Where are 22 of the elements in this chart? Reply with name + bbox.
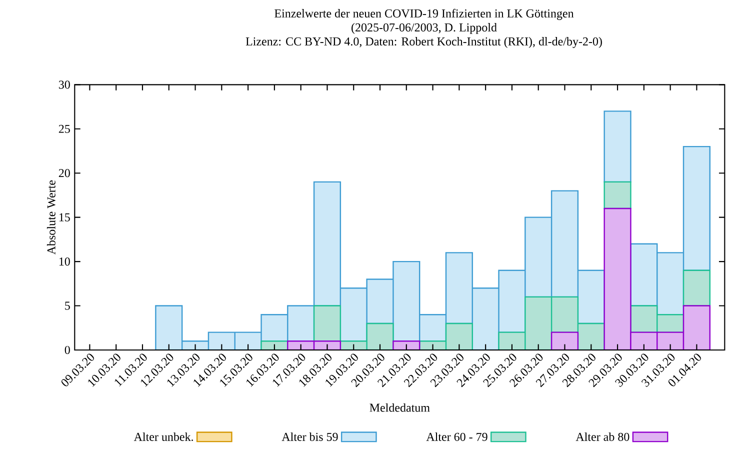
bar (682, 270, 710, 306)
y-tick-label: 10 (59, 258, 70, 266)
y-tick-label: 25 (58, 124, 70, 133)
bar (604, 110, 632, 183)
bar (392, 340, 420, 350)
y-tick-label: 5 (65, 302, 70, 310)
legend-label: Alter bis 59 (282, 432, 338, 441)
x-axis-title: Meldedatum (370, 403, 430, 412)
bar (313, 305, 342, 342)
legend-label: Alter unbek. (134, 432, 193, 441)
bar (550, 332, 579, 350)
legend-label: Alter 60 - 79 (426, 432, 488, 441)
y-tick-label: 15 (59, 213, 70, 222)
y-axis-title: Absolute Werte (46, 180, 56, 255)
y-tick-label: 30 (58, 80, 70, 89)
y-tick-label: 0 (64, 346, 70, 354)
y-tick-label: 20 (58, 169, 70, 178)
bar (604, 181, 632, 210)
chart-subtitle: (2025-07-06/2003, D. Lippold (352, 23, 497, 34)
chart-title: Einzelwerte der neuen COVID-19 Infizierten in LK Göttingen (274, 8, 574, 20)
legend-label: Alter ab 80 (576, 432, 630, 441)
text: Lizenz: CC BY-ND 4.0, Daten: Robert Koch-Institut (RKI), dl-de/by-2-0) (246, 37, 602, 48)
